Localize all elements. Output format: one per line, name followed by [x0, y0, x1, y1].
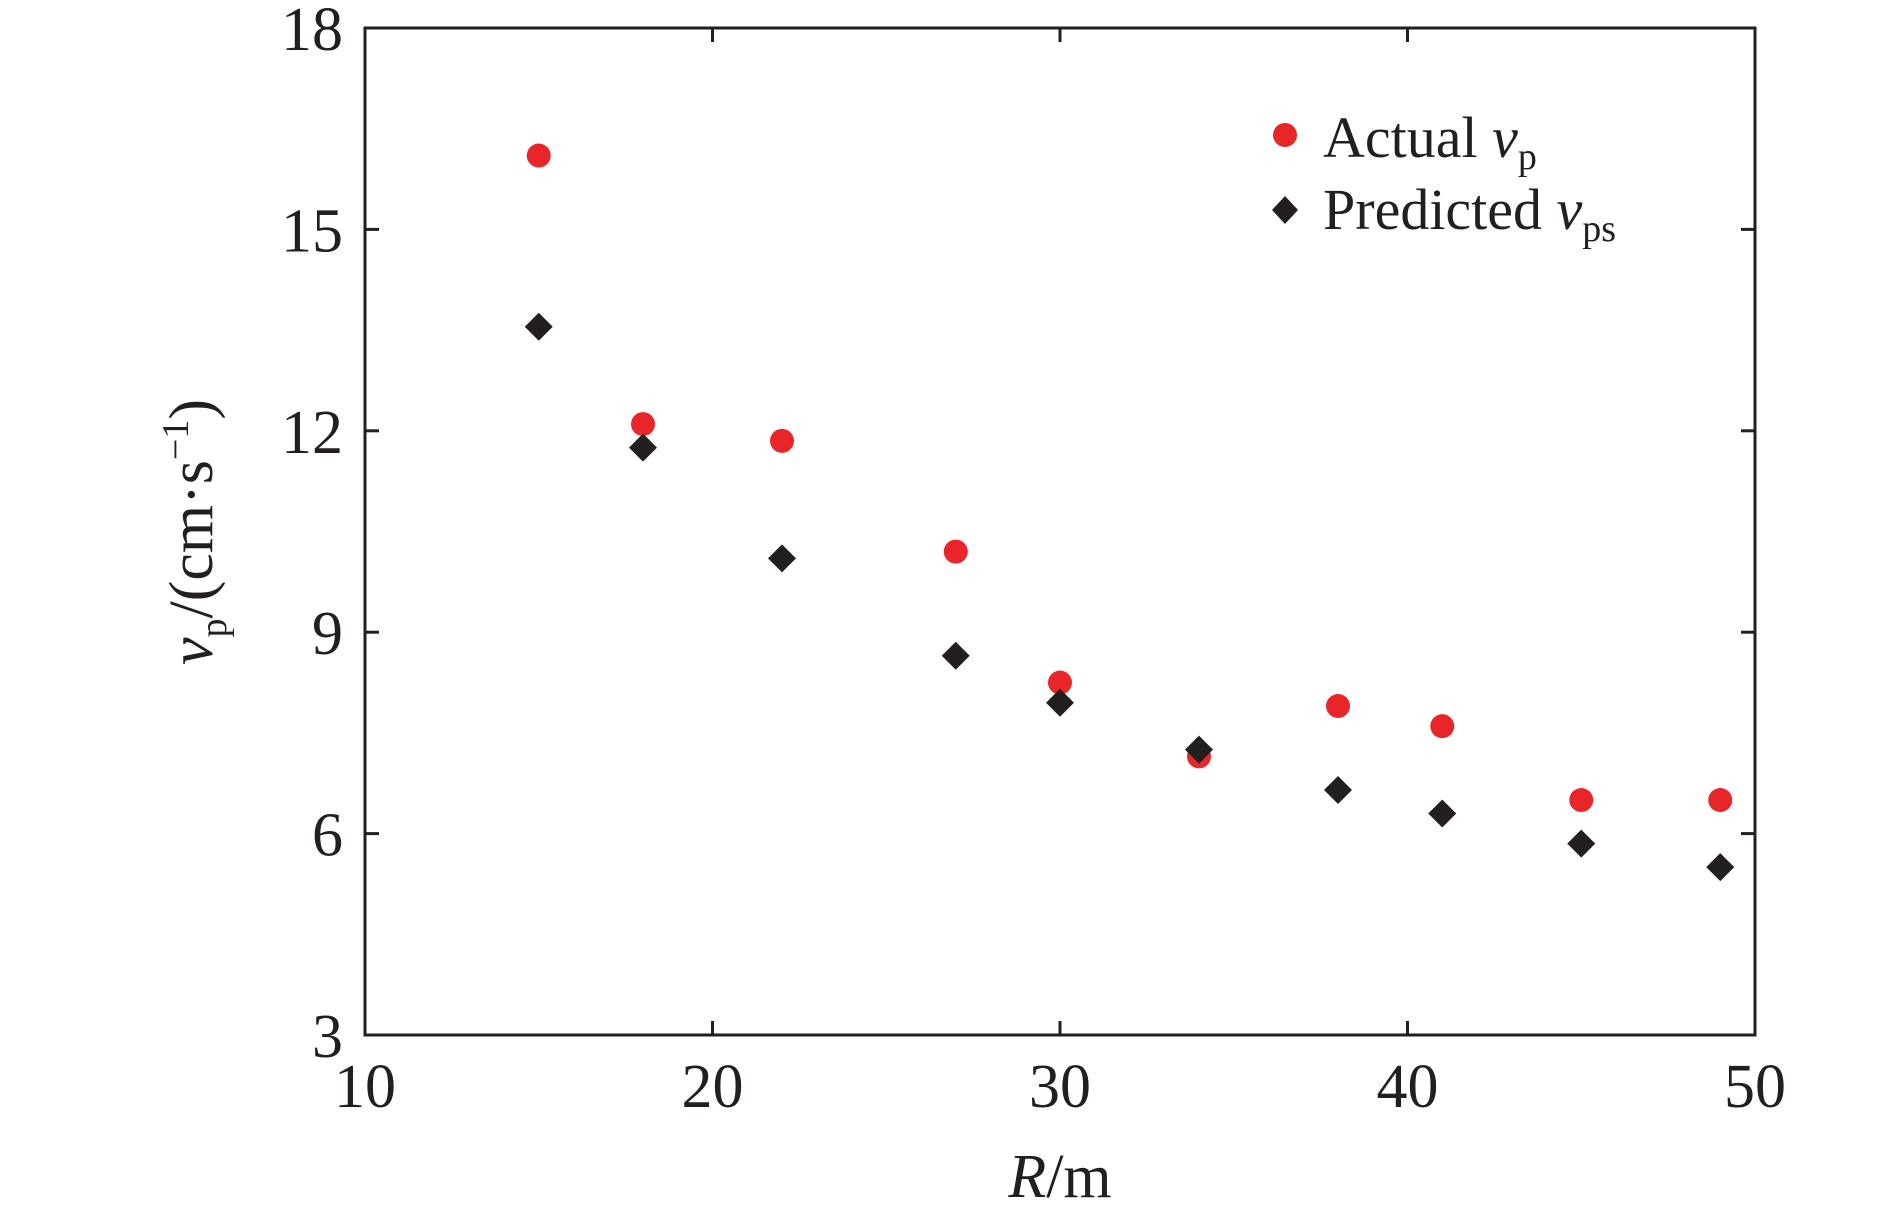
y-tick-label: 12 [281, 399, 343, 467]
y-axis-title: vp/(cm·s−1) [155, 399, 235, 665]
legend-item-predicted: Predicted vps [1272, 177, 1616, 250]
x-axis-title: R/m [1007, 1143, 1111, 1207]
legend-marker-predicted [1272, 196, 1298, 224]
predicted-point [629, 433, 657, 462]
legend: Actual vp Predicted vps [1272, 105, 1616, 250]
actual-point [1048, 670, 1072, 695]
actual-point [1708, 788, 1733, 813]
x-tick-label: 50 [1724, 1053, 1786, 1121]
y-tick-label: 18 [281, 0, 343, 64]
legend-label-predicted: Predicted vps [1323, 177, 1616, 250]
predicted-point [1428, 799, 1457, 828]
axis-tick-labels: 10 20 30 40 50 3 6 9 12 15 18 [281, 0, 1786, 1121]
x-tick-label: 30 [1029, 1053, 1091, 1121]
predicted-point [768, 544, 796, 573]
predicted-point [1046, 688, 1074, 717]
actual-point [1430, 714, 1455, 739]
actual-point [526, 143, 551, 168]
actual-point [1326, 694, 1350, 719]
axis-ticks [363, 26, 1757, 1037]
legend-marker-actual [1273, 123, 1297, 147]
predicted-point [1185, 735, 1213, 764]
predicted-point [941, 641, 970, 670]
legend-item-actual: Actual vp [1273, 105, 1537, 178]
actual-point [943, 539, 968, 564]
predicted-point [1324, 775, 1352, 804]
x-tick-label: 40 [1377, 1053, 1439, 1121]
actual-point [631, 412, 655, 437]
y-tick-label: 15 [281, 197, 343, 265]
x-tick-label: 10 [334, 1053, 396, 1121]
x-tick-label: 20 [682, 1053, 744, 1121]
predicted-point [1567, 829, 1596, 858]
actual-point [770, 428, 794, 453]
y-tick-label: 6 [312, 802, 343, 870]
y-tick-label: 9 [312, 600, 343, 668]
legend-label-actual: Actual vp [1323, 105, 1537, 178]
actual-point [1569, 788, 1594, 813]
predicted-point [524, 312, 553, 341]
data-points [524, 143, 1735, 882]
y-tick-label: 3 [312, 1003, 343, 1071]
predicted-point [1706, 853, 1735, 882]
